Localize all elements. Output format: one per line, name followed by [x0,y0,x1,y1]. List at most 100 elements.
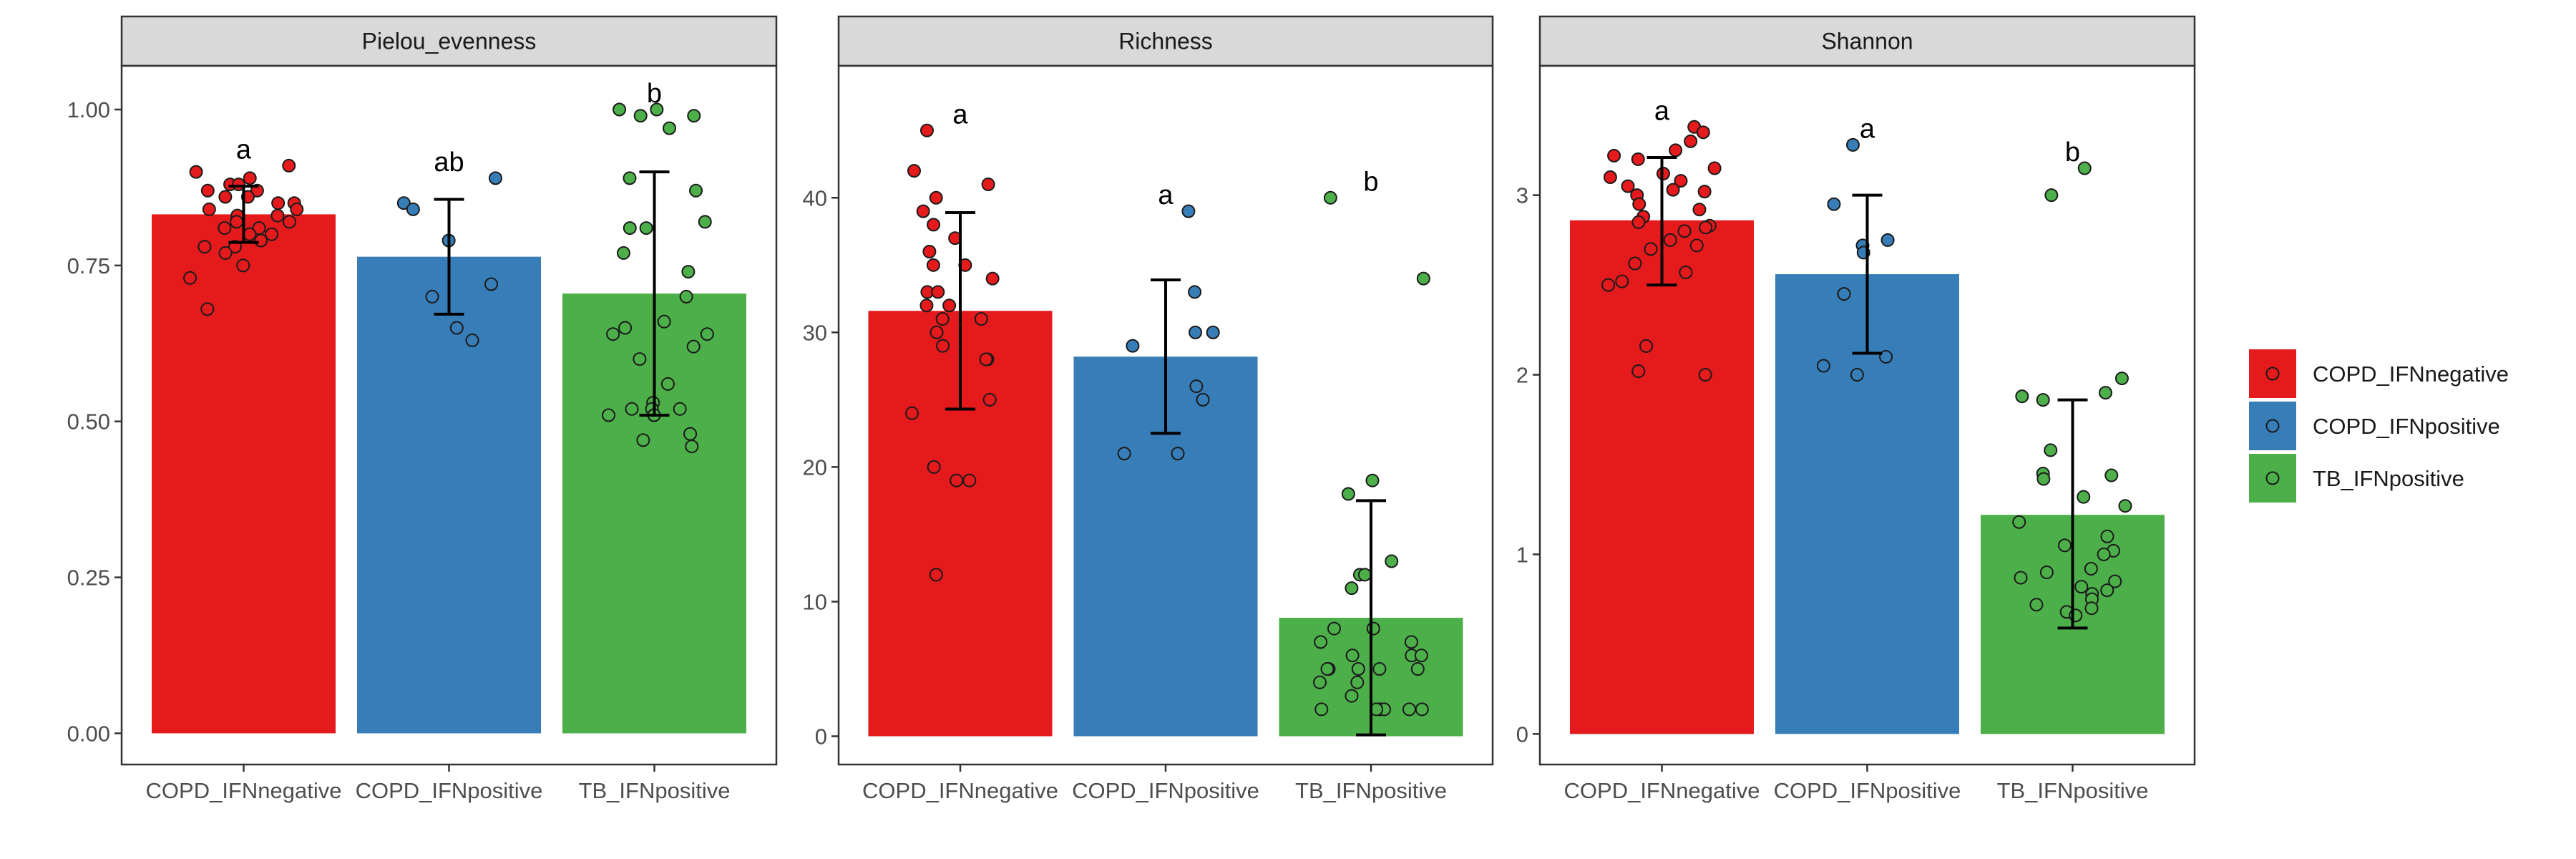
data-point [916,204,930,218]
data-point [700,327,714,341]
data-point [282,158,296,173]
data-point [2036,393,2050,407]
facet-shannon: Shannon a a b 0 1 2 3 COPD_IFNnegative COPD_IFNpo… [1516,15,2196,803]
y-tick-label: 1 [1516,542,1528,567]
data-point [1699,220,1713,235]
y-tick-label: 0.75 [67,253,110,278]
x-tick-label: TB_IFNpositive [579,778,731,803]
data-point [1816,359,1830,373]
data-point [962,473,977,487]
bar-copd-ifnnegative [152,214,336,734]
data-point [1312,675,1327,689]
facet-strip-label: Shannon [1821,29,1913,54]
data-point [905,406,919,420]
data-point [1663,233,1677,247]
data-point [1372,661,1387,676]
data-point [202,202,216,216]
data-point [1698,368,1712,382]
data-point [2084,562,2098,576]
data-point [927,218,941,232]
data-point [636,433,650,447]
data-point [1345,689,1359,703]
error-bar [639,170,670,417]
data-point [2036,472,2051,486]
data-point [488,171,502,185]
error-bar [945,210,975,411]
significance-letter: a [1158,180,1174,210]
data-point [1674,174,1688,188]
data-point [1827,197,1841,211]
facet-strip [1538,15,2196,67]
data-point [2118,499,2132,513]
facet-strip [837,15,1494,67]
data-point [1644,242,1658,256]
data-point [183,271,197,285]
legend-item: COPD_IFNnegative [2249,349,2509,398]
error-bar [1646,155,1677,287]
data-point [1323,190,1337,205]
data-point [1416,271,1430,286]
data-point [406,202,420,216]
data-point [1410,661,1425,676]
data-point [1697,185,1712,199]
data-point [982,392,997,407]
significance-letter: a [952,100,968,130]
data-point [1314,635,1328,649]
data-point [686,339,701,354]
significance-letter: a [1654,96,1670,126]
data-point [1365,473,1380,487]
data-point [197,240,212,254]
data-point [465,333,479,347]
legend-label: COPD_IFNnegative [2313,361,2509,387]
x-tick-label: COPD_IFNnegative [862,778,1058,803]
error-bar [228,185,259,244]
data-point [1314,702,1329,717]
y-tick-label: 2 [1516,363,1528,388]
error-bar [1151,278,1181,435]
legend-key-point [2265,471,2280,485]
legend-label: COPD_IFNpositive [2313,414,2500,439]
data-point [2077,161,2092,175]
data-point [1366,621,1380,636]
data-point [1415,702,1429,717]
data-point [265,227,279,241]
data-point [639,221,653,236]
data-point [189,165,203,179]
data-point [623,221,637,236]
data-point [657,314,671,329]
data-point [687,109,701,123]
data-point [1692,203,1707,217]
data-point [683,427,698,441]
data-point [698,215,712,229]
legend-item: COPD_IFNpositive [2249,402,2500,450]
data-point [2108,574,2122,588]
data-point [981,177,995,191]
data-point [931,285,945,299]
data-point [236,258,250,273]
data-point [1880,233,1895,247]
data-point [1126,339,1140,353]
data-point [1404,635,1418,649]
x-tick-label: COPD_IFNnegative [146,778,342,803]
data-point [1181,204,1196,218]
data-point [2058,538,2072,553]
data-point [2044,188,2059,203]
data-point [2014,571,2028,585]
error-bar [1356,499,1386,737]
data-point [218,246,233,260]
data-point [929,568,943,582]
data-point [1707,161,1722,175]
data-point [1837,287,1851,301]
data-point [1621,179,1635,193]
data-point [1632,197,1646,211]
data-point [919,123,934,137]
facet-richness: Richness a a b 0 10 20 30 40 COPD_IFNnegative COPD… [803,15,1494,803]
legend: COPD_IFNnegative COPD_IFNpositive TB_IFNpo… [2249,349,2509,503]
data-point [1189,379,1204,394]
data-point [1320,661,1335,676]
data-point [927,460,941,474]
significance-letter: b [647,79,662,109]
data-point [613,102,627,117]
data-point [1345,649,1360,663]
